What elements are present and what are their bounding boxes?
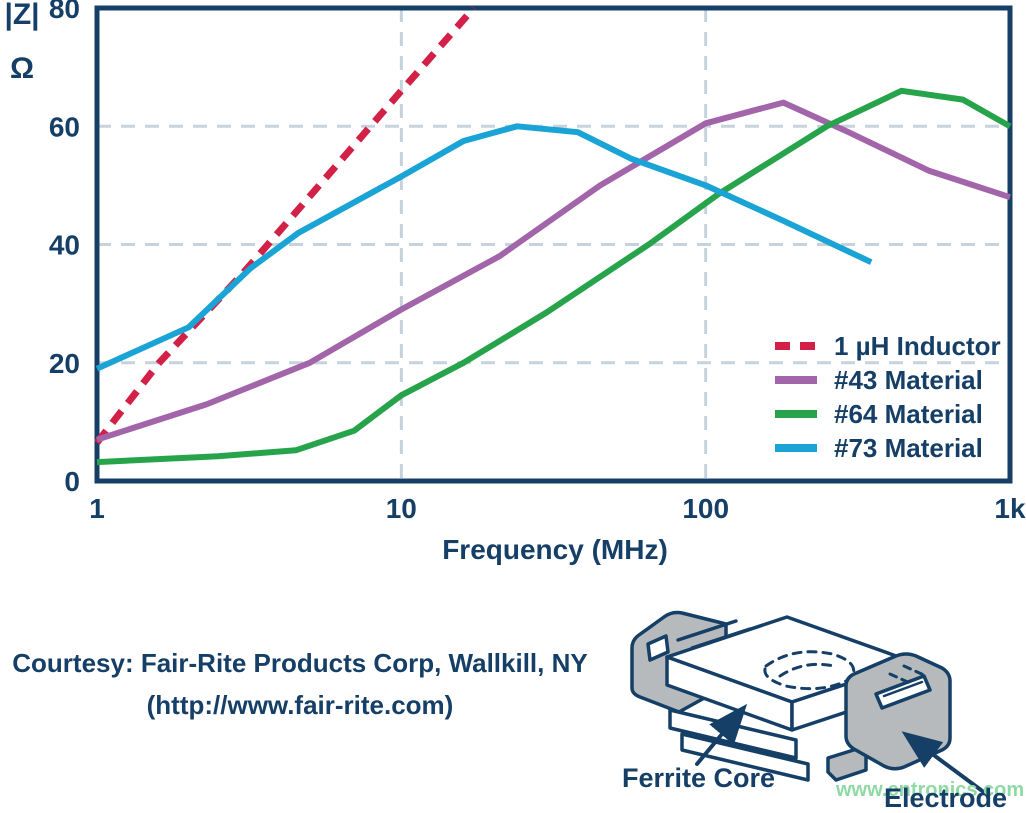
arrow-ferrite-core	[695, 703, 748, 766]
legend-item: 1 µH Inductor	[775, 329, 1001, 363]
right-electrode-shape	[844, 652, 952, 771]
arrow-electrode	[901, 731, 987, 795]
legend-label: #73 Material	[834, 432, 983, 463]
legend-swatch-43-material	[775, 376, 817, 384]
legend-label: #43 Material	[834, 364, 983, 395]
x-axis-title: Frequency (MHz)	[442, 534, 668, 565]
svg-text:1k: 1k	[994, 493, 1026, 524]
ferrite-bead-illustration	[630, 610, 987, 795]
y-axis-title-z: |Z|	[4, 0, 40, 31]
electrode-label: Electrode	[884, 783, 1008, 813]
chart-legend: 1 µH Inductor #43 Material #64 Material …	[775, 329, 1001, 465]
courtesy-url: (http://www.fair-rite.com)	[146, 690, 454, 720]
impedance-vs-frequency-chart: 0 20 40 60 80 1 10 100 1k	[49, 0, 1026, 524]
svg-text:20: 20	[49, 348, 80, 379]
ferrite-core-label: Ferrite Core	[622, 763, 776, 793]
legend-swatch-64-material	[775, 410, 817, 418]
legend-label: 1 µH Inductor	[834, 330, 1001, 361]
legend-swatch-inductor	[775, 342, 817, 350]
legend-item: #43 Material	[775, 363, 1001, 397]
svg-text:10: 10	[386, 493, 417, 524]
y-axis-title-ohm: Ω	[9, 52, 35, 85]
legend-label: #64 Material	[834, 398, 983, 429]
svg-text:100: 100	[682, 493, 729, 524]
svg-text:80: 80	[49, 0, 80, 24]
legend-item: #73 Material	[775, 431, 1001, 465]
y-axis-title: |Z| Ω	[0, 0, 44, 84]
courtesy-text: Courtesy: Fair-Rite Products Corp, Wallk…	[12, 648, 588, 678]
svg-text:40: 40	[49, 230, 80, 261]
legend-item: #64 Material	[775, 397, 1001, 431]
legend-swatch-73-material	[775, 444, 817, 452]
watermark: www.cntronics.com	[836, 779, 1025, 801]
svg-text:60: 60	[49, 111, 80, 142]
svg-text:1: 1	[89, 493, 105, 524]
svg-text:0: 0	[64, 466, 80, 497]
